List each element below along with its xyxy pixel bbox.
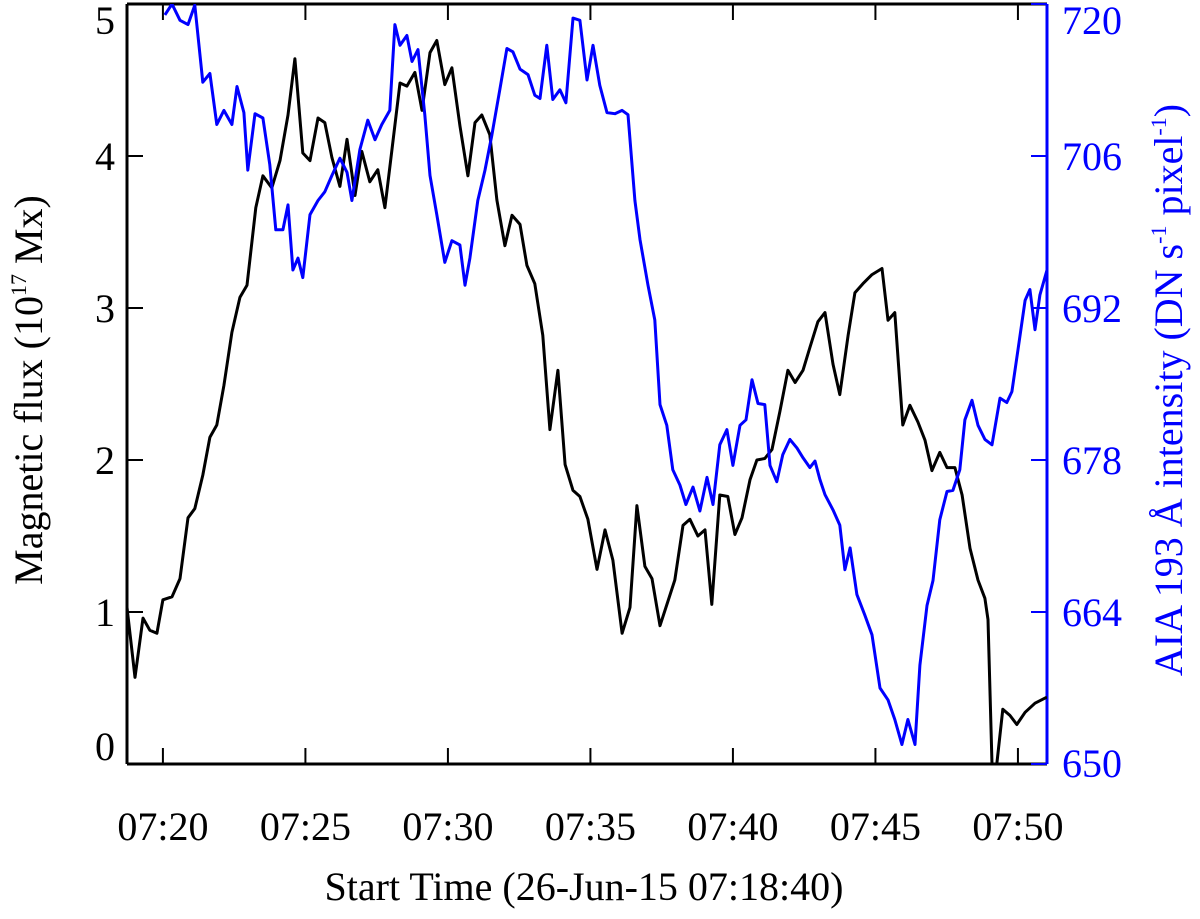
y2-axis-label-part: AIA 193 Å intensity (DN s <box>1146 244 1191 676</box>
x-tick-label: 07:20 <box>117 804 208 849</box>
y-axis-label-part: 17 <box>6 274 31 296</box>
y-axis-label: Magnetic flux (1017 Mx) <box>6 195 51 585</box>
y-tick-label: 4 <box>95 134 115 179</box>
x-tick-label: 07:40 <box>687 804 778 849</box>
series-line <box>127 39 1047 764</box>
y-axis-label-part: Mx) <box>6 195 51 274</box>
x-tick-label: 07:50 <box>972 804 1063 849</box>
x-tick-label: 07:25 <box>260 804 351 849</box>
y-tick-label: 3 <box>95 286 115 331</box>
y-tick-label: 5 <box>95 0 115 43</box>
y2-tick-label: 678 <box>1062 438 1122 483</box>
y2-axis-label-part: pixel <box>1146 136 1191 226</box>
y2-tick-label: 650 <box>1062 741 1122 786</box>
x-tick-label: 07:45 <box>830 804 921 849</box>
y-tick-label: 1 <box>95 590 115 635</box>
series-line <box>163 4 1047 746</box>
y2-tick-label: 664 <box>1062 590 1122 635</box>
x-axis-label: Start Time (26-Jun-15 07:18:40) <box>325 864 844 909</box>
y2-tick-label: 720 <box>1062 0 1122 43</box>
y2-axis-label-part: -1 <box>1146 226 1171 244</box>
y-axis-label-part: Magnetic flux (10 <box>6 296 51 585</box>
y2-tick-label: 692 <box>1062 286 1122 331</box>
y-tick-label: 2 <box>95 438 115 483</box>
y2-tick-label: 706 <box>1062 134 1122 179</box>
x-tick-label: 07:35 <box>545 804 636 849</box>
y2-axis-label-part: ) <box>1146 104 1191 117</box>
x-tick-label: 07:30 <box>402 804 493 849</box>
y2-axis-label: AIA 193 Å intensity (DN s-1 pixel-1) <box>1146 104 1191 676</box>
y2-axis-label-part: -1 <box>1146 117 1171 135</box>
y-tick-label: 0 <box>95 724 115 769</box>
